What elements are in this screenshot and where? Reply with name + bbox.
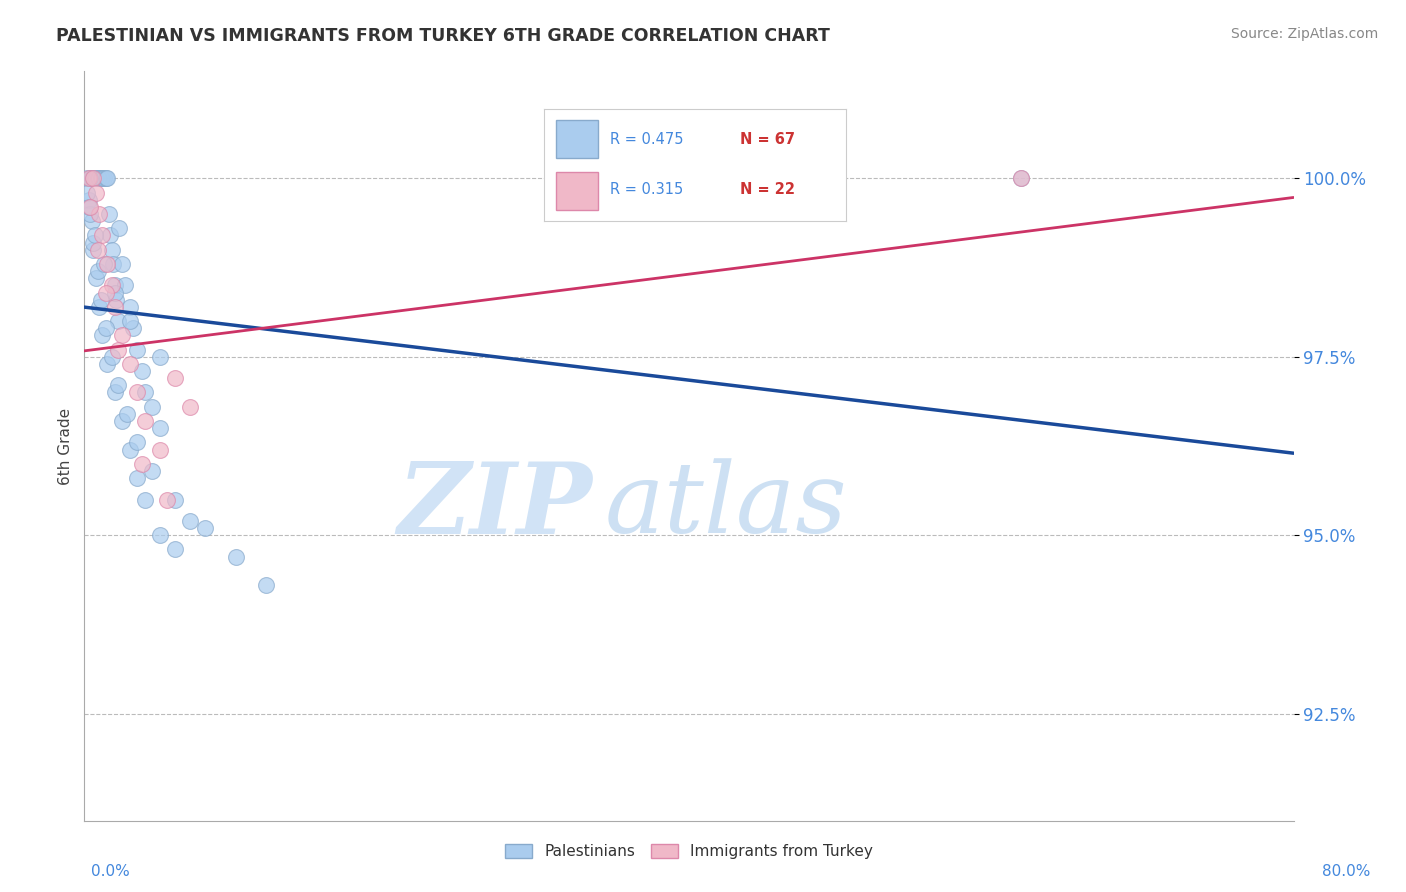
Point <box>93 171 115 186</box>
Text: Source: ZipAtlas.com: Source: ZipAtlas.com <box>1230 27 1378 41</box>
Point <box>90 293 112 307</box>
Text: PALESTINIAN VS IMMIGRANTS FROM TURKEY 6TH GRADE CORRELATION CHART: PALESTINIAN VS IMMIGRANTS FROM TURKEY 6T… <box>56 27 830 45</box>
Point <box>94 285 117 300</box>
Point <box>76 186 98 200</box>
Point <box>165 542 187 557</box>
Point <box>93 257 115 271</box>
Point <box>111 328 134 343</box>
Point <box>149 528 172 542</box>
Point <box>134 385 156 400</box>
Point <box>87 264 110 278</box>
Point <box>165 371 187 385</box>
Point <box>118 442 141 457</box>
Point <box>96 357 118 371</box>
Point <box>225 549 247 564</box>
Point <box>131 364 153 378</box>
Point <box>108 221 131 235</box>
Legend: Palestinians, Immigrants from Turkey: Palestinians, Immigrants from Turkey <box>499 838 879 865</box>
Point <box>86 171 108 186</box>
Point <box>134 492 156 507</box>
Point <box>149 421 172 435</box>
Point <box>134 414 156 428</box>
Point <box>84 171 107 186</box>
Point <box>127 385 149 400</box>
Text: ZIP: ZIP <box>398 458 592 554</box>
Text: atlas: atlas <box>605 458 846 554</box>
Point <box>105 293 128 307</box>
Point <box>91 328 114 343</box>
Point <box>82 171 104 186</box>
Point <box>91 171 114 186</box>
Point <box>86 186 108 200</box>
Point <box>149 442 172 457</box>
Point <box>90 171 112 186</box>
Point <box>87 243 110 257</box>
Point <box>89 171 111 186</box>
Y-axis label: 6th Grade: 6th Grade <box>58 408 73 484</box>
Point <box>131 457 153 471</box>
Point <box>118 357 141 371</box>
Point <box>114 278 136 293</box>
Point <box>97 207 120 221</box>
Point <box>179 514 201 528</box>
Point <box>165 492 187 507</box>
Point <box>104 285 127 300</box>
Text: 0.0%: 0.0% <box>91 863 131 879</box>
Point <box>107 378 129 392</box>
Point <box>156 492 179 507</box>
Point <box>82 235 104 250</box>
Point <box>87 171 110 186</box>
Point <box>118 314 141 328</box>
Point <box>80 214 103 228</box>
Point <box>1011 171 1033 186</box>
Point <box>84 228 107 243</box>
Point <box>89 207 111 221</box>
Point <box>104 385 127 400</box>
Point <box>77 171 100 186</box>
Point <box>115 407 138 421</box>
Point <box>89 300 111 314</box>
Point <box>77 193 100 207</box>
Point <box>77 200 100 214</box>
Point <box>79 207 101 221</box>
Point <box>149 350 172 364</box>
Point <box>76 171 98 186</box>
Point <box>118 300 141 314</box>
Point <box>141 464 163 478</box>
Point <box>100 243 122 257</box>
Point <box>91 228 114 243</box>
Point <box>121 321 143 335</box>
Point <box>179 400 201 414</box>
Point <box>100 278 122 293</box>
Point <box>100 350 122 364</box>
Point <box>111 257 134 271</box>
Point <box>127 435 149 450</box>
Point <box>127 471 149 485</box>
Point <box>194 521 217 535</box>
Point <box>111 414 134 428</box>
Point <box>1011 171 1033 186</box>
Point <box>82 171 104 186</box>
Point <box>141 400 163 414</box>
Point <box>254 578 277 592</box>
Point <box>104 300 127 314</box>
Point <box>86 271 108 285</box>
Point <box>96 171 118 186</box>
Point <box>80 171 103 186</box>
Point <box>79 200 101 214</box>
Point <box>96 257 118 271</box>
Point <box>94 171 117 186</box>
Point <box>94 321 117 335</box>
Text: 80.0%: 80.0% <box>1323 863 1371 879</box>
Point <box>82 243 104 257</box>
Point <box>98 228 121 243</box>
Point <box>127 343 149 357</box>
Point <box>107 343 129 357</box>
Point <box>104 278 127 293</box>
Point <box>79 171 101 186</box>
Point <box>107 314 129 328</box>
Point <box>101 257 124 271</box>
